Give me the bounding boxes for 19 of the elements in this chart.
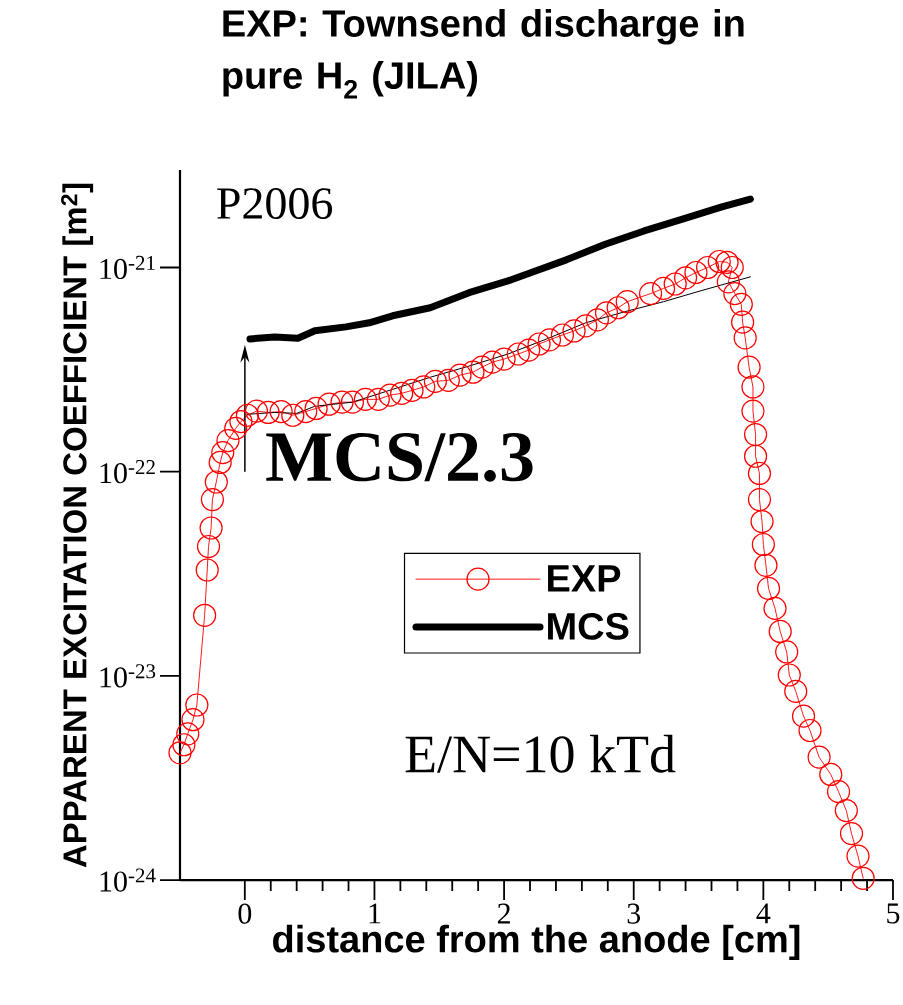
y-axis-title: APPARENT EXCITATION COEFFICIENT [m$^{2}$]	[61, 183, 94, 868]
annotation: P2006	[217, 188, 333, 220]
y-tick-label: 10$^{-24}$	[100, 868, 156, 892]
y-tick-label: 10$^{-23}$	[100, 664, 156, 688]
x-tick-label: 1	[369, 903, 381, 924]
x-axis-title: distance from the anode [cm]	[273, 924, 800, 961]
x-tick-label: 2	[497, 903, 510, 924]
legend-label: EXP	[548, 565, 621, 592]
annotation: E/N=10 kTd	[405, 734, 676, 773]
x-tick-label: 0	[238, 903, 252, 924]
x-tick-label: 3	[627, 903, 641, 924]
x-tick-label: 5	[887, 903, 900, 924]
x-tick-label: 4	[756, 903, 771, 924]
chart-title: EXP: Townsend discharge in pure H$_{2}$ (JILA)	[223, 8, 744, 99]
y-tick-label: 10$^{-22}$	[100, 460, 155, 484]
legend-label: MCS	[548, 612, 629, 640]
y-tick-label: 10$^{-21}$	[100, 255, 155, 280]
line-series	[246, 276, 751, 415]
annotation: MCS/2.3	[266, 432, 533, 482]
